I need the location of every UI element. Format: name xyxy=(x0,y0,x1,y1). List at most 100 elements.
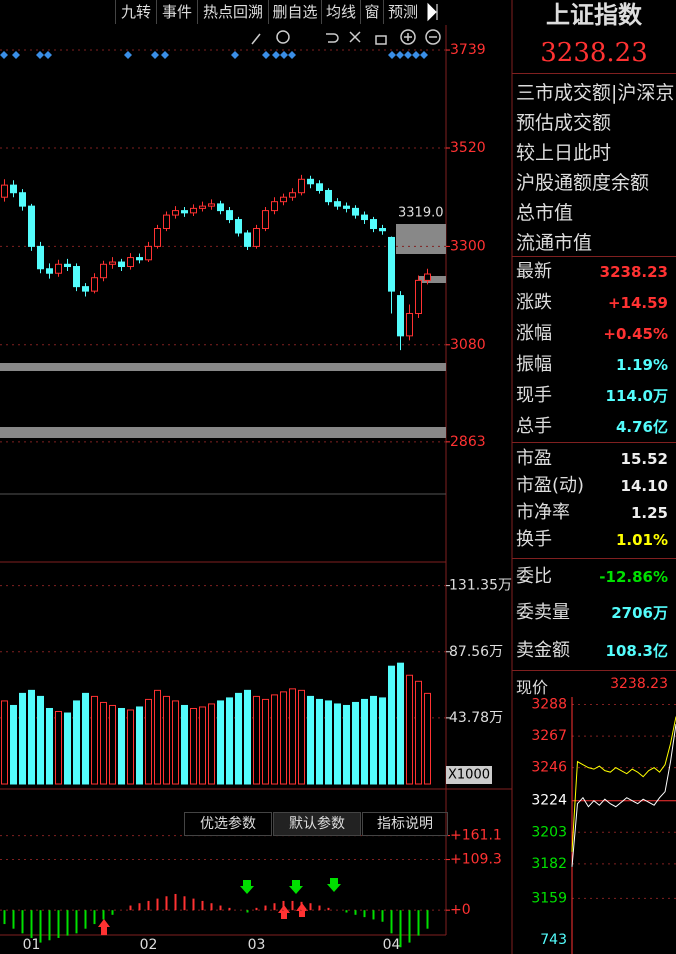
macd-bar xyxy=(372,910,375,920)
macd-bar xyxy=(228,907,231,911)
indicator-tab[interactable]: 默认参数 xyxy=(273,812,361,836)
x-tick-label: 04 xyxy=(383,937,401,953)
zone-band xyxy=(0,427,446,438)
macd-bar xyxy=(93,910,96,925)
candle-body xyxy=(226,210,233,221)
quote-title: 上证指数 xyxy=(546,0,642,29)
volume-bar xyxy=(145,698,152,785)
macd-bar xyxy=(48,910,51,941)
candle-body xyxy=(1,184,8,198)
volume-bar xyxy=(388,665,395,785)
indicator-tab[interactable]: 优选参数 xyxy=(184,812,272,836)
candle-body xyxy=(325,189,332,203)
candle-body xyxy=(280,196,287,203)
row-value: +0.45% xyxy=(603,325,668,343)
intraday-line xyxy=(571,716,676,852)
volume-bar xyxy=(406,674,413,785)
separator xyxy=(512,73,676,74)
toolbar-button[interactable]: 均线 xyxy=(321,0,360,24)
macd-bar xyxy=(426,910,429,929)
volume-bar xyxy=(253,695,260,785)
row-label: 市盈 xyxy=(516,448,552,469)
macd-bar xyxy=(30,910,33,938)
macd-bar xyxy=(399,910,402,948)
volume-bar xyxy=(172,700,179,785)
toolbar-button[interactable]: 九转 xyxy=(115,0,156,24)
y-tick-label: 3159 xyxy=(531,890,567,906)
candle-body xyxy=(82,286,89,292)
candle-body xyxy=(163,214,170,230)
candle-body xyxy=(46,268,53,274)
volume-bar xyxy=(208,703,215,785)
info-row: 总市值 xyxy=(516,202,574,224)
info-row: 三市成交额|沪深京 xyxy=(516,82,675,104)
drawing-tools[interactable] xyxy=(251,29,441,45)
y-tick-label: 3203 xyxy=(531,824,567,840)
row-label: 市盈(动) xyxy=(516,475,585,496)
volume-bar xyxy=(343,704,350,785)
macd-bar xyxy=(66,910,69,936)
zone-band xyxy=(0,363,446,371)
macd-bar xyxy=(219,905,222,911)
indicator-tab[interactable]: 指标说明 xyxy=(362,812,448,836)
macd-bar xyxy=(390,910,393,934)
macd-bar xyxy=(246,910,249,913)
quote-row: 市盈(动) 14.10 xyxy=(516,472,668,500)
row-label: 涨幅 xyxy=(516,323,552,344)
volume-bar xyxy=(73,700,80,785)
volume-bar xyxy=(190,707,197,785)
candle-body xyxy=(307,178,314,185)
toolbar-button[interactable]: 事件 xyxy=(156,0,197,24)
y-tick-label: 3300 xyxy=(450,238,486,254)
candle-body xyxy=(19,192,26,207)
candle-body xyxy=(136,257,143,261)
separator xyxy=(512,442,676,443)
collapse-icon[interactable] xyxy=(427,2,438,22)
candle-body xyxy=(91,277,98,292)
candle-body xyxy=(244,232,251,247)
volume-bar xyxy=(46,707,53,785)
annotation: 3319.0 xyxy=(398,206,444,221)
volume-bar xyxy=(271,694,278,785)
y-tick-label: 3288 xyxy=(531,697,567,713)
toolbar-button[interactable]: 删自选 xyxy=(268,0,321,24)
y-tick-label: +109.3 xyxy=(450,852,502,868)
candle-body xyxy=(316,183,323,191)
volume-bar xyxy=(289,688,296,785)
quote-row: 总手 4.76亿 xyxy=(516,413,668,441)
macd-bar xyxy=(192,898,195,911)
separator xyxy=(512,670,676,671)
quote-row: 委比 -12.86% xyxy=(516,563,668,591)
toolbar-button[interactable]: 窗 xyxy=(360,0,383,24)
macd-bar xyxy=(264,905,267,911)
quote-row: 市盈 15.52 xyxy=(516,445,668,473)
y-tick-label: 3224 xyxy=(531,793,567,809)
candle-body xyxy=(217,203,224,212)
macd-bar xyxy=(255,907,258,911)
toolbar-button[interactable]: 预测 xyxy=(383,0,422,24)
candle-body xyxy=(370,219,377,230)
macd-bar xyxy=(111,910,114,915)
info-row: 沪股通额度余额 xyxy=(516,172,650,194)
row-label: 最新 xyxy=(516,261,552,282)
candle-body xyxy=(109,261,116,265)
quote-row: 换手 1.01% xyxy=(516,526,668,554)
candle-body xyxy=(352,207,359,216)
macd-bar xyxy=(201,900,204,911)
candle-body xyxy=(127,257,134,268)
row-label: 市净率 xyxy=(516,502,570,523)
candle-body xyxy=(262,210,269,230)
candle-body xyxy=(361,214,368,221)
volume-bar xyxy=(82,692,89,785)
candle-body xyxy=(145,245,152,261)
quote-row: 委卖量 2706万 xyxy=(516,599,668,627)
unit-label: X1000 xyxy=(448,768,490,783)
candle-body xyxy=(64,263,71,268)
y-tick-label: 3267 xyxy=(531,728,567,744)
toolbar-button[interactable]: 热点回溯 xyxy=(197,0,268,24)
candle-body xyxy=(379,228,386,232)
row-value: 114.0万 xyxy=(605,387,668,405)
